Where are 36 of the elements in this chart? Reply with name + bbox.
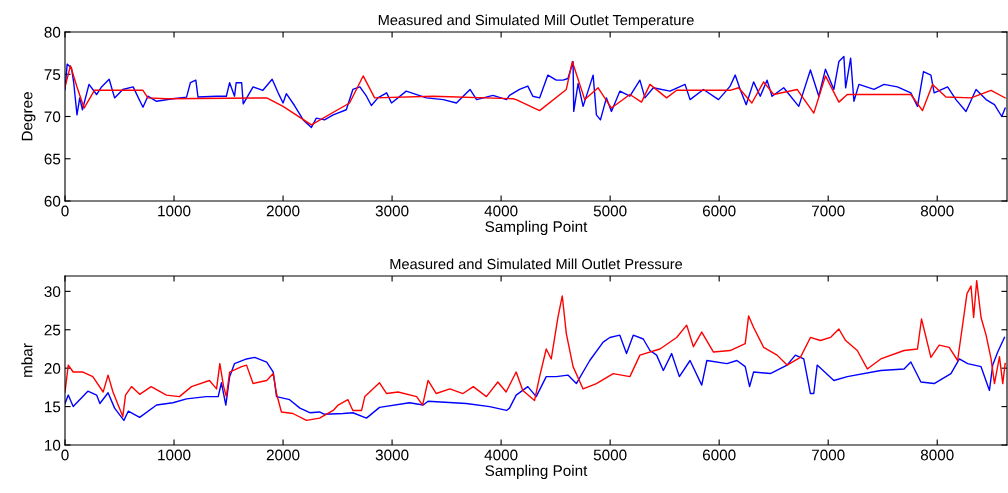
x-tick-label: 3000	[375, 449, 409, 461]
y-tick-label: 30	[44, 286, 61, 298]
y-axis-title: mbar	[21, 343, 33, 377]
x-tick-label: 8000	[920, 205, 954, 217]
y-axis-title: Degree	[21, 92, 36, 141]
x-tick-label: 4000	[484, 205, 518, 217]
line-series	[65, 334, 1006, 422]
x-tick-label: 7000	[811, 205, 845, 217]
x-tick-label: 0	[61, 205, 69, 217]
x-tick-label: 1000	[158, 205, 191, 217]
x-tick-label: 2000	[266, 205, 300, 217]
x-tick-label: 4000	[484, 449, 518, 461]
x-tick-label: 6000	[702, 205, 736, 217]
y-tick-label: 60	[44, 195, 61, 207]
x-axis-title: Sampling Point	[485, 220, 588, 236]
y-tick-label: 70	[44, 111, 61, 123]
x-tick-label: 2000	[266, 449, 300, 461]
x-tick-label: 8000	[920, 449, 954, 461]
chart-title: Measured and Simulated Mill Outlet Temperature	[378, 14, 694, 29]
line-series	[65, 279, 1006, 422]
x-axis-title: Sampling Point	[485, 464, 588, 480]
x-tick-label: 7000	[811, 449, 845, 461]
x-tick-label: 5000	[593, 205, 627, 217]
x-tick-label: 6000	[702, 449, 736, 461]
y-tick-label: 10	[45, 439, 61, 451]
y-tick-label: 80	[44, 26, 61, 38]
y-tick-label: 20	[44, 363, 61, 374]
x-tick-label: 5000	[593, 449, 627, 461]
y-tick-label: 25	[44, 324, 61, 336]
x-tick-label: 3000	[375, 205, 409, 217]
y-tick-label: 75	[44, 69, 61, 80]
y-tick-label: 65	[44, 153, 61, 165]
x-tick-label: 1000	[158, 449, 191, 461]
y-tick-label: 15	[45, 401, 61, 413]
x-tick-label: 0	[61, 449, 69, 461]
chart-title: Measured and Simulated Mill Outlet Pressure	[390, 258, 683, 270]
